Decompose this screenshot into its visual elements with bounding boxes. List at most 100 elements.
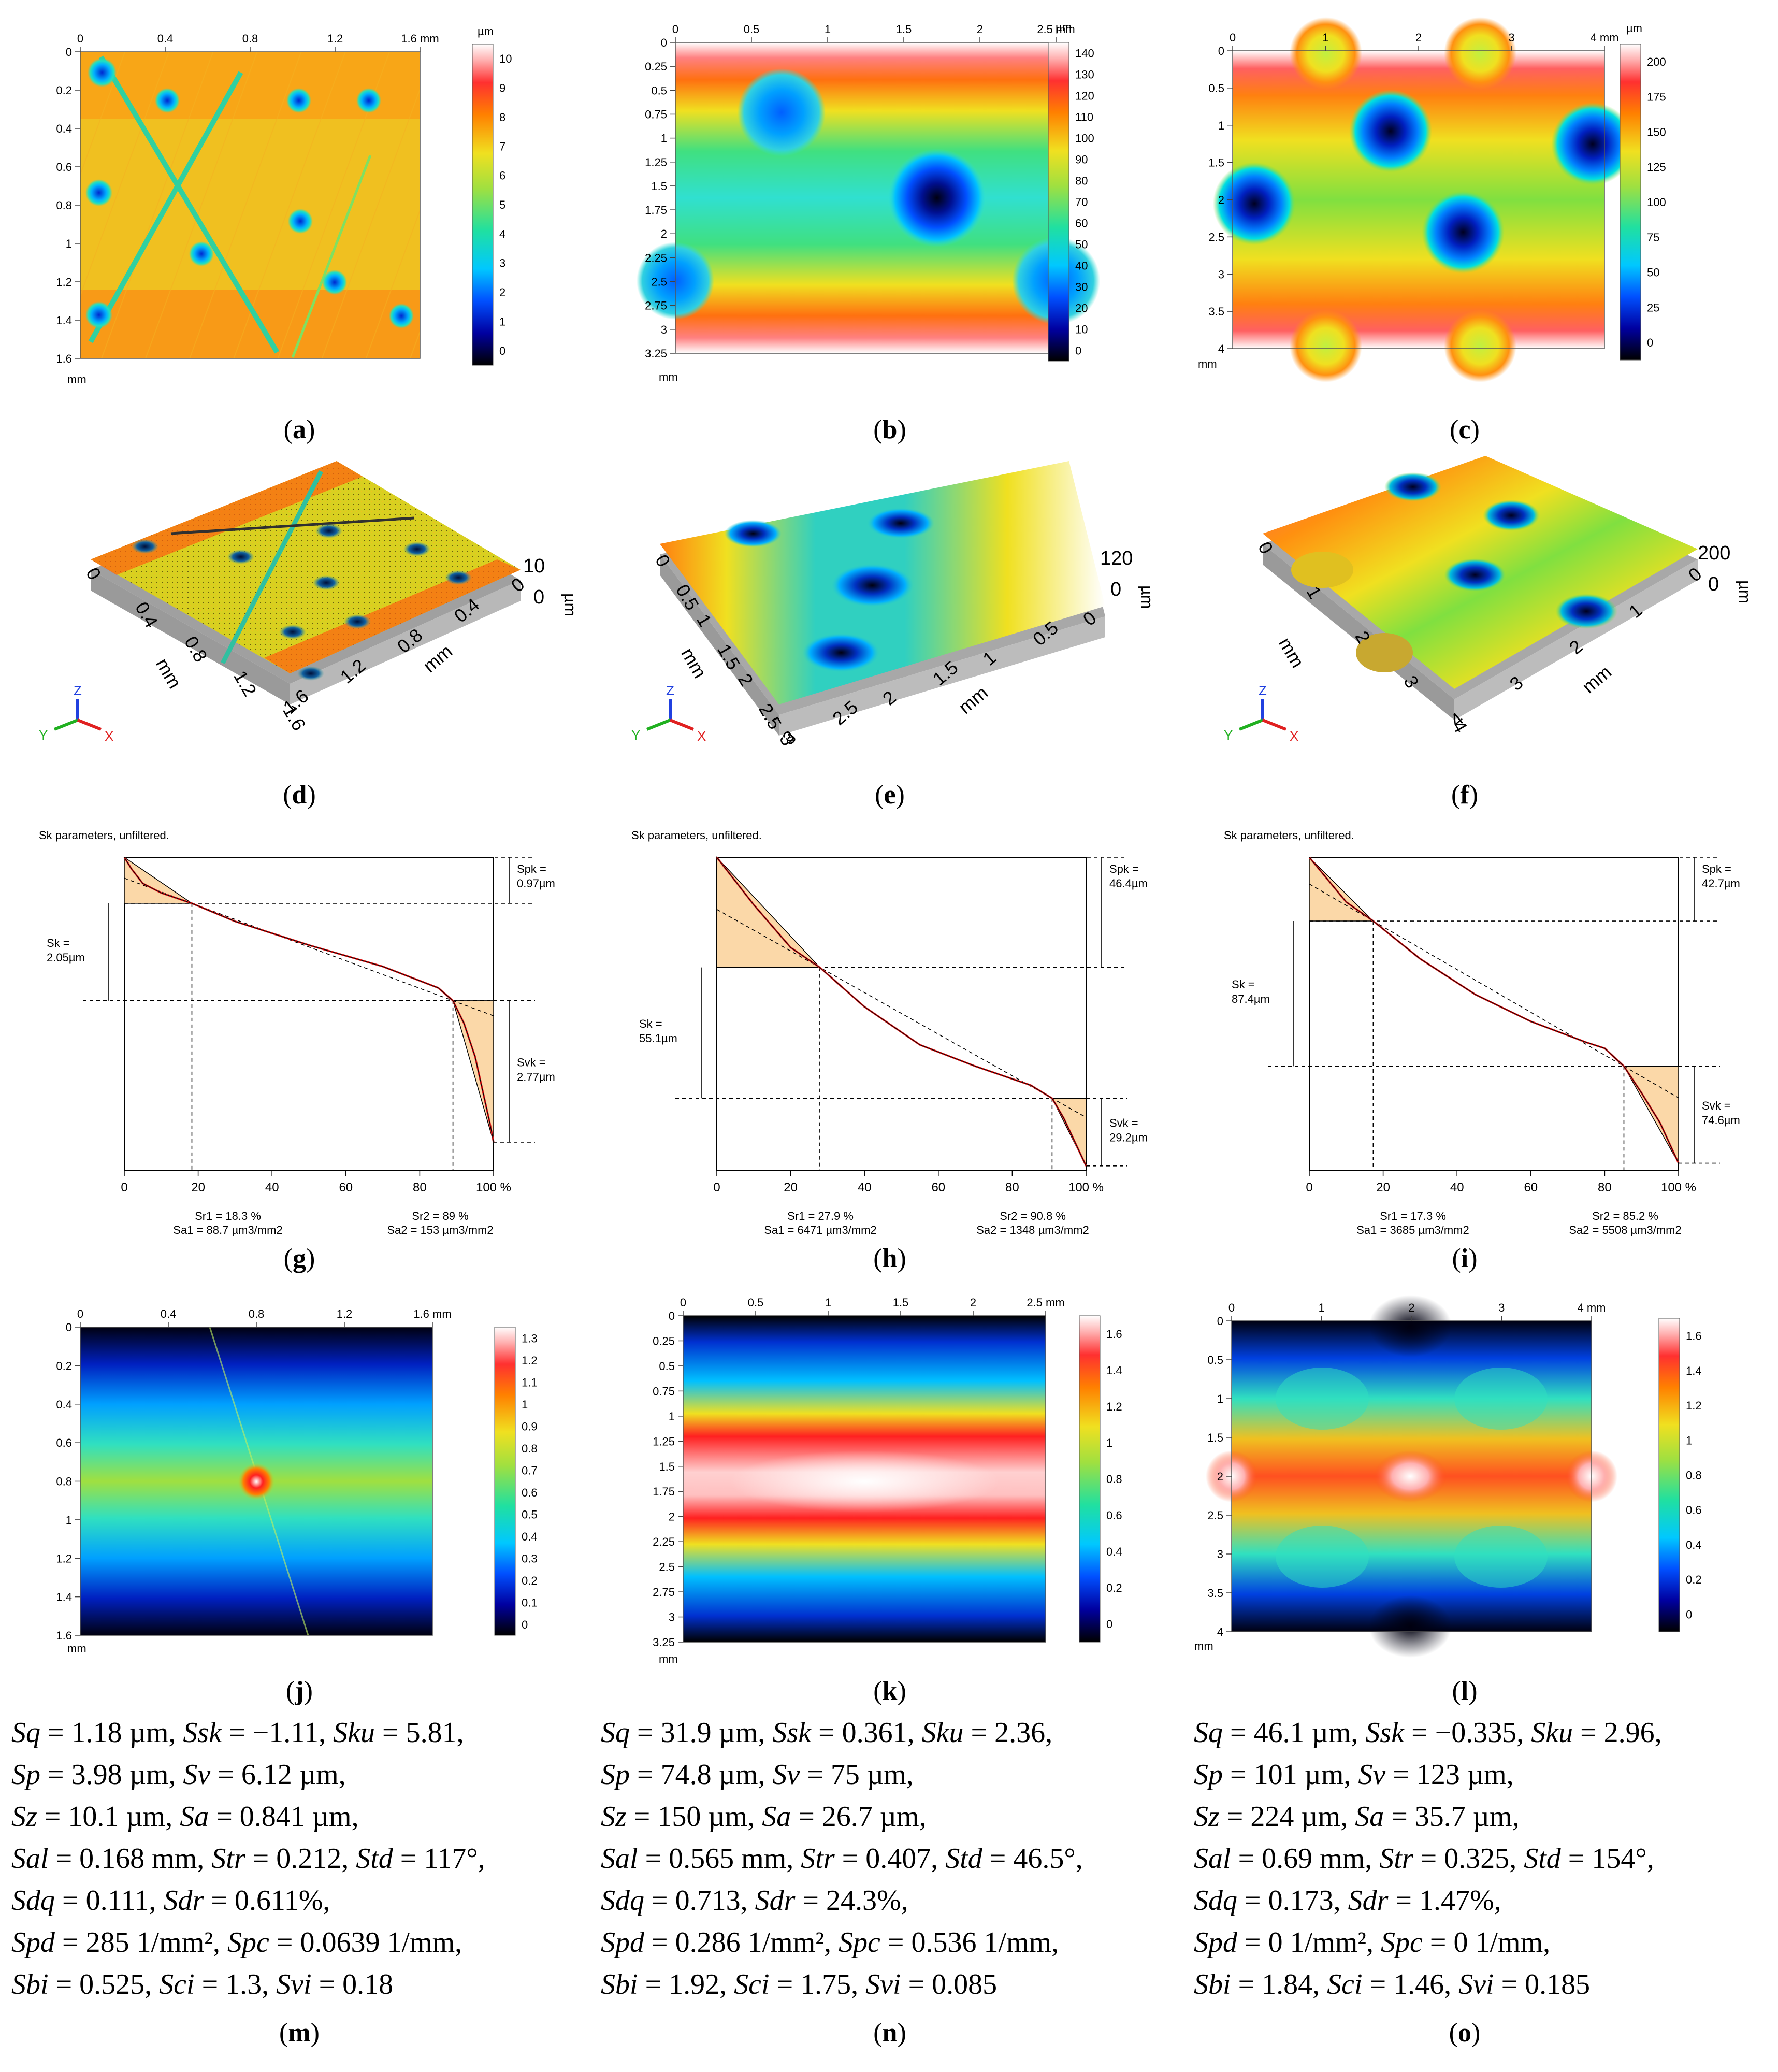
map-b-ytick-label: 1	[661, 132, 667, 145]
caption-h: (h)	[873, 1244, 906, 1273]
params-m: Sq = 1.18 µm, Ssk = −1.11, Sku = 5.81, Sp…	[11, 1712, 602, 2006]
param-line: Sz = 150 µm, Sa = 26.7 µm,	[601, 1796, 1191, 1838]
acf-k-ytick-label: 3.25	[653, 1636, 675, 1649]
acf-k: 0 0.5 1 1.5 2 2.5 mm 0 0.25 0.5 0.75 1 1.25 1.5 1.75 2…	[653, 1296, 1122, 1665]
caption-m: (m)	[279, 2018, 320, 2048]
acf-l-xtick-label: 3	[1498, 1301, 1505, 1314]
view3d-d-z-zero: 0	[533, 586, 544, 608]
param-value: = 3.98 µm,	[40, 1759, 183, 1791]
acf-l-ytick-label: 4	[1217, 1625, 1223, 1638]
sk-chart-i-svk-area	[1623, 1066, 1679, 1165]
view3d-d-axis-y-arrow	[53, 718, 79, 731]
acf-l-bar-label: 1.2	[1686, 1399, 1702, 1412]
map-c-ytick-label: 3.5	[1208, 305, 1224, 318]
caption-f: (f)	[1451, 780, 1478, 810]
params-o: Sq = 46.1 µm, Ssk = −0.335, Sku = 2.96, S…	[1194, 1712, 1778, 2006]
sk-chart-g-series-line-inner	[124, 857, 494, 1143]
param-symbol: Sv	[1358, 1759, 1386, 1791]
acf-k-xtick-label: 0	[680, 1296, 686, 1309]
map-a-bar-label: 5	[499, 198, 505, 211]
sk-chart-i-xtick-label: 100 %	[1661, 1181, 1696, 1195]
map-b-axis-unit: mm	[659, 370, 678, 383]
param-value: = 0.212,	[245, 1843, 356, 1875]
acf-k-bar-label: 1.2	[1106, 1400, 1122, 1413]
acf-l-ytick-label: 1.5	[1207, 1431, 1223, 1444]
map-b-bar-label: 100	[1075, 132, 1094, 145]
param-value: = 0.361,	[811, 1717, 922, 1749]
sk-chart-i-svk-label: Svk =	[1702, 1099, 1731, 1112]
view3d-d-left-unit: mm	[152, 655, 185, 692]
map-a-ytick-label: 1.6	[56, 352, 72, 365]
sk-chart-i-xtick-label: 20	[1376, 1181, 1390, 1195]
acf-j-ytick-label: 0	[66, 1321, 72, 1334]
caption-o: (o)	[1449, 2018, 1481, 2048]
view3d-f-z-unit: µm	[1736, 580, 1754, 603]
map-b-bar-label: 70	[1075, 196, 1088, 209]
param-value: = −1.11,	[222, 1717, 334, 1749]
sk-chart-g-spk-label: Spk =	[517, 862, 546, 875]
map-b-bar-label: 60	[1075, 217, 1088, 230]
map-a-bar-label: 9	[499, 82, 505, 95]
acf-j: 0 0.4 0.8 1.2 1.6 mm 0 0.2 0.4 0.6 0.8 1 1.2 1.4 1.6 …	[56, 1307, 538, 1655]
map-a-ytick-label: 0.2	[56, 84, 72, 97]
param-line: Sp = 101 µm, Sv = 123 µm,	[1194, 1754, 1778, 1796]
acf-k-ytick-label: 1	[669, 1410, 675, 1423]
param-symbol: Sci	[734, 1968, 770, 2001]
acf-l-ytick-label: 0	[1217, 1315, 1223, 1328]
acf-j-xtick-label: 0.4	[161, 1307, 177, 1320]
acf-j-bar-label: 0.6	[522, 1486, 538, 1499]
acf-l-bar-label: 1	[1686, 1434, 1692, 1447]
sk-chart-i-xtick-label: 80	[1598, 1181, 1612, 1195]
param-symbol: Sz	[11, 1801, 37, 1833]
param-value: = 46.5°,	[982, 1843, 1083, 1875]
map-a-bar-label: 0	[499, 344, 505, 357]
acf-l-ytick-label: 2	[1217, 1470, 1223, 1483]
acf-k-bar-label: 1	[1106, 1436, 1112, 1449]
acf-k-bar-label: 0.2	[1106, 1581, 1122, 1594]
view3d-f-right-unit: mm	[1578, 661, 1615, 697]
acf-k-ytick-label: 2	[669, 1510, 675, 1523]
acf-l-bar-label: 1.4	[1686, 1364, 1702, 1377]
sk-chart-g-sr1: Sr1 = 18.3 %	[195, 1210, 261, 1222]
sk-chart-g-xtick-label: 60	[339, 1181, 353, 1195]
param-symbol: Sa	[762, 1801, 791, 1833]
sk-chart-h-sr2: Sr2 = 90.8 %	[1000, 1210, 1066, 1222]
param-value: = 1.75,	[769, 1968, 866, 2001]
param-symbol: Sci	[159, 1968, 195, 2001]
sk-chart-i-xtick-label: 40	[1450, 1181, 1464, 1195]
param-symbol: Sdq	[1194, 1884, 1237, 1917]
param-line: Sal = 0.69 mm, Str = 0.325, Std = 154°,	[1194, 1838, 1778, 1880]
acf-j-bar-label: 0.2	[522, 1574, 538, 1587]
map-b-bar-label: 90	[1075, 153, 1088, 166]
sk-chart-h-xtick-label: 80	[1005, 1181, 1019, 1195]
sk-chart-i-series-line	[1308, 856, 1680, 1164]
acf-j-bar-label: 1.3	[522, 1332, 538, 1345]
acf-j-ytick-label: 1.6	[56, 1629, 72, 1642]
map-a-ytick-label: 0.6	[56, 161, 72, 174]
acf-k-ytick-label: 0	[669, 1310, 675, 1322]
map-c-bar-label: 150	[1647, 125, 1666, 138]
view3d-e-z-zero: 0	[1110, 579, 1121, 600]
sk-chart-h: Sk parameters, unfiltered. Spk = 46.4µm Sk …	[631, 829, 1148, 1236]
map-c-xtick-label: 2	[1415, 31, 1422, 44]
acf-l-axis-unit: mm	[1194, 1639, 1213, 1652]
view3d-f-axis-z-label: Z	[1259, 683, 1267, 698]
map-c-xtick-label: 0	[1230, 31, 1236, 44]
map-b-xtick-label: 1	[825, 23, 831, 36]
acf-l-bar-label: 0.4	[1686, 1538, 1702, 1551]
sk-chart-i-spk-label: Spk =	[1702, 862, 1731, 875]
sk-chart-h-spk-area	[716, 856, 821, 968]
caption-d: (d)	[283, 780, 316, 810]
view3d-e-axis-y-label: Y	[631, 727, 640, 743]
acf-k-ytick-label: 2.75	[653, 1586, 675, 1599]
acf-j-ytick-label: 0.8	[56, 1475, 72, 1488]
map-b-bar-unit: µm	[1056, 21, 1072, 34]
acf-k-xtick-label: 1	[825, 1296, 831, 1309]
sk-chart-g: Sk parameters, unfiltered. Spk = 0.97µm Sk …	[39, 829, 555, 1236]
param-line: Sq = 31.9 µm, Ssk = 0.361, Sku = 2.36,	[601, 1712, 1191, 1754]
view3d-f-left-unit: mm	[1275, 634, 1308, 671]
view3d-e-left-unit: mm	[677, 644, 711, 682]
acf-k-bar-label: 0.6	[1106, 1509, 1122, 1522]
